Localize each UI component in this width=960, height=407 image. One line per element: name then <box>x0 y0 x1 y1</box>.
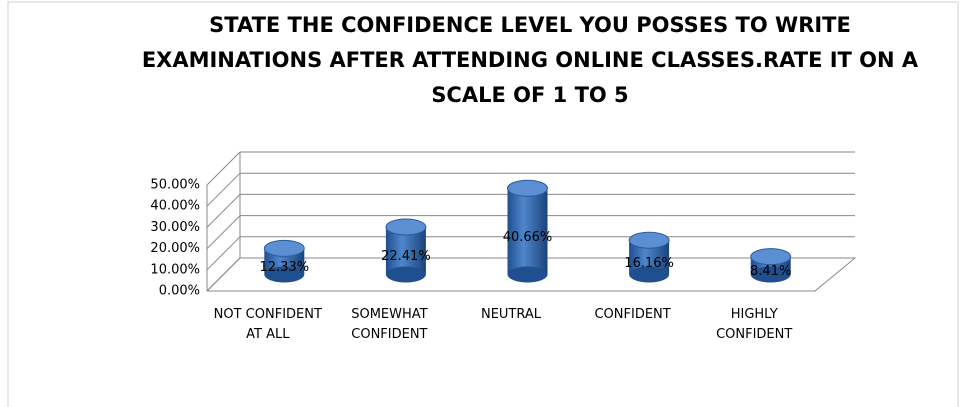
value-label: 16.16% <box>624 256 674 271</box>
bar-top <box>750 248 792 266</box>
chart-title: STATE THE CONFIDENCE LEVEL YOU POSSES TO… <box>141 13 919 107</box>
x-tick-label: NOT CONFIDENT AT ALL <box>213 307 322 342</box>
bar-top <box>263 239 305 257</box>
value-label: 12.33% <box>260 260 310 275</box>
chart-frame <box>7 1 959 407</box>
grid-line-side <box>206 151 241 186</box>
x-tick-label: SOMEWHAT CONFIDENT <box>351 307 428 342</box>
bar <box>507 188 548 275</box>
y-tick-label: 0.00% <box>159 284 200 299</box>
bar-bottom <box>385 266 426 283</box>
bar-top <box>507 179 548 197</box>
grid-line-side <box>206 172 241 207</box>
bar-top <box>628 231 670 249</box>
bar-bottom <box>264 266 305 283</box>
grid-line-side <box>206 215 241 249</box>
value-label: 22.41% <box>381 249 431 264</box>
grid-line-side <box>206 194 241 228</box>
grid-line-side <box>206 257 241 292</box>
value-label: 40.66% <box>503 230 553 245</box>
bar-top <box>385 218 427 236</box>
x-tick-label: HIGHLY CONFIDENT <box>716 307 793 342</box>
value-label: 8.41% <box>750 264 791 279</box>
x-tick-label: NEUTRAL <box>480 307 542 322</box>
bar-bottom <box>629 266 670 283</box>
grid-line-side <box>206 236 241 271</box>
y-tick-label: 30.00% <box>150 220 200 235</box>
y-tick-label: 50.00% <box>150 178 200 193</box>
bar-bottom <box>750 266 791 283</box>
y-tick-label: 40.00% <box>150 199 200 214</box>
y-tick-label: 10.00% <box>150 262 200 277</box>
y-tick-label: 20.00% <box>150 241 200 256</box>
bar-bottom <box>507 266 548 283</box>
x-tick-label: CONFIDENT <box>594 307 671 322</box>
